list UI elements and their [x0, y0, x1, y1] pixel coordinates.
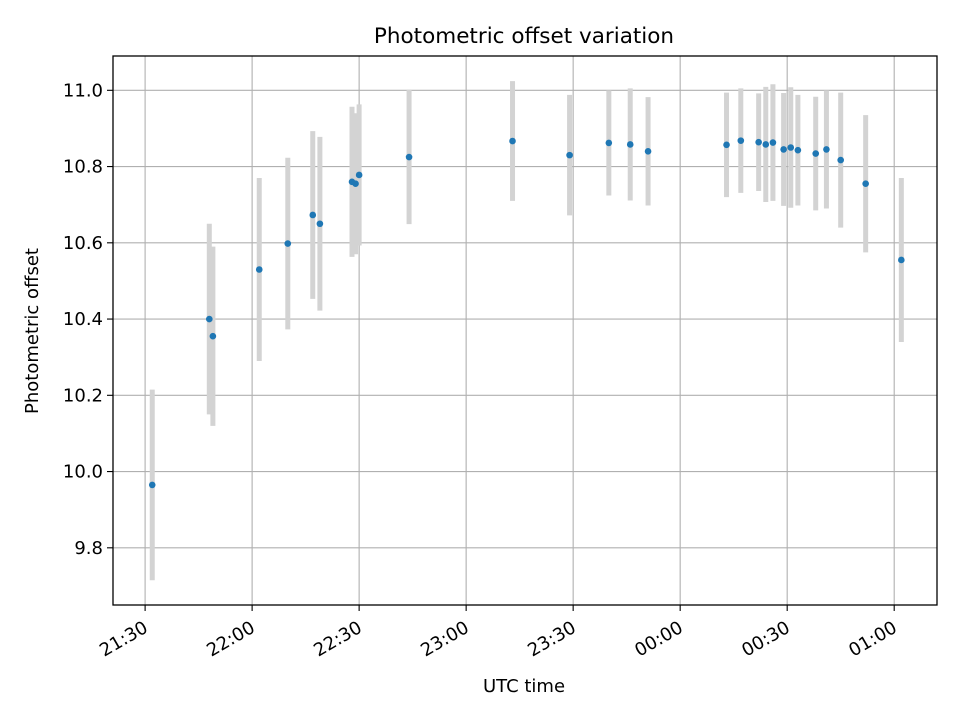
data-point: [206, 315, 213, 323]
x-axis-label: UTC time: [483, 676, 565, 697]
y-tick-label: 10.8: [63, 157, 103, 178]
y-axis-label: Photometric offset: [22, 248, 43, 414]
data-point: [812, 150, 820, 157]
data-point: [605, 139, 613, 147]
y-axis-ticks: 9.8 10.0 10.2 10.4 10.6 10.8 11.0: [63, 80, 113, 559]
y-tick-label: 11.0: [63, 80, 103, 101]
chart-title: Photometric offset variation: [374, 24, 674, 49]
data-point: [823, 146, 830, 153]
data-point: [566, 151, 573, 159]
data-point: [737, 137, 745, 144]
data-point: [862, 180, 869, 188]
data-point: [284, 240, 292, 247]
data-point: [769, 139, 777, 146]
data-point: [148, 481, 156, 489]
data-point: [898, 256, 905, 264]
data-point: [509, 137, 516, 145]
data-point: [755, 138, 762, 146]
data-point: [209, 332, 217, 340]
y-tick-label: 9.8: [74, 538, 103, 559]
data-point: [794, 146, 802, 154]
data-point: [316, 220, 324, 228]
data-point: [255, 266, 263, 273]
y-tick-label: 10.4: [63, 309, 103, 330]
axes-frame: [112, 55, 938, 606]
data-point: [626, 141, 634, 148]
data-point: [309, 211, 317, 219]
data-point: [787, 144, 795, 151]
data-point: [355, 171, 363, 179]
data-point: [723, 141, 730, 149]
data-point: [644, 148, 652, 155]
data-points: [148, 137, 905, 489]
y-tick-label: 10.2: [63, 385, 103, 406]
data-point: [762, 141, 770, 148]
data-point: [780, 146, 787, 153]
y-tick-label: 10.0: [63, 462, 103, 483]
y-tick-label: 10.6: [63, 233, 103, 254]
data-point: [837, 156, 844, 164]
data-point: [405, 153, 413, 161]
data-point: [352, 180, 359, 188]
